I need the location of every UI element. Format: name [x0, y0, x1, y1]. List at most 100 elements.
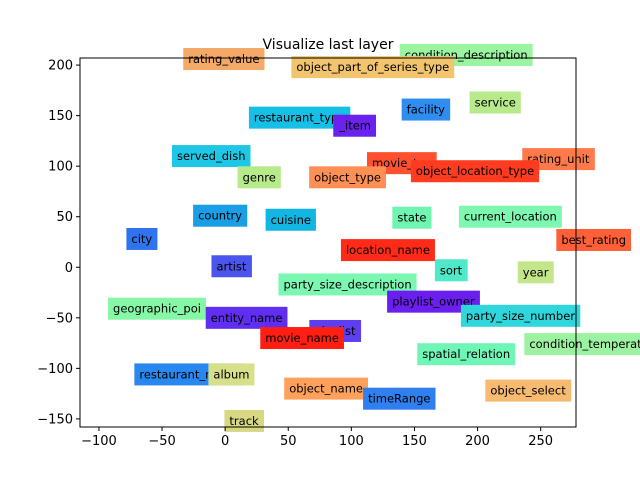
point-label-text: location_name: [346, 243, 430, 257]
point-label-text: spatial_relation: [422, 347, 510, 361]
point-label-text: genre: [243, 170, 276, 184]
point-label: entity_name: [205, 306, 288, 329]
point-label: geographic_poi: [108, 297, 206, 320]
point-label: rating_unit: [522, 148, 595, 171]
point-label: cuisine: [265, 208, 316, 231]
point-label-box: [392, 206, 432, 229]
point-label-text: rating_unit: [527, 152, 590, 166]
point-label: track: [224, 409, 265, 432]
point-label-box: [265, 208, 316, 231]
x-tick-label: −50: [148, 434, 175, 449]
x-tick-label: 0: [221, 434, 229, 449]
plot-frame: [79, 57, 577, 428]
point-label-text: service: [475, 95, 516, 109]
point-label: spatial_relation: [417, 343, 516, 366]
point-label: condition_temperature: [524, 333, 640, 356]
y-tick-label: −150: [37, 412, 73, 427]
point-label-text: album: [213, 367, 249, 381]
point-labels: rating_value condition_descriptionobject_…: [108, 43, 640, 432]
point-label-text: movie_name: [265, 331, 339, 345]
point-label-box: [208, 363, 255, 386]
point-label-text: facility: [407, 103, 446, 117]
point-label-text: entity_name: [211, 311, 283, 325]
x-tick-label: 150: [402, 434, 427, 449]
point-label-box: [460, 304, 581, 327]
point-label: album: [208, 363, 255, 386]
point-label-text: best_rating: [561, 233, 626, 247]
point-label-box: [387, 290, 480, 313]
point-label: city: [126, 227, 158, 250]
point-label-box: [248, 106, 351, 129]
point-label-box: [340, 239, 435, 262]
point-label: facility: [401, 98, 451, 121]
point-label-box: [517, 261, 554, 284]
point-label-box: [108, 297, 206, 320]
point-label-text: _item: [338, 119, 371, 133]
point-label: party_size_description: [278, 273, 417, 296]
point-label: object_select: [485, 379, 572, 402]
point-label: rating_value: [183, 48, 265, 71]
point-label: artist: [211, 255, 252, 278]
point-label-text: restaurant_type: [254, 111, 345, 125]
point-label: year: [517, 261, 554, 284]
point-label-text: current_location: [464, 210, 557, 224]
point-label-box: [434, 259, 468, 282]
point-label-text: object_type: [314, 170, 381, 184]
point-label: service: [469, 91, 521, 114]
point-label-box: [417, 343, 516, 366]
point-label-box: [556, 228, 632, 251]
point-label-box: [205, 306, 288, 329]
point-label-text: geographic_poi: [113, 302, 201, 316]
point-label-box: [522, 148, 595, 171]
point-label-text: object_name: [289, 382, 363, 396]
point-label-box: [363, 387, 436, 410]
y-tick-label: −50: [46, 311, 73, 326]
point-label-box: [401, 98, 451, 121]
point-label: restaurant_type: [248, 106, 351, 129]
point-label-box: [485, 379, 572, 402]
point-label: movie_name: [260, 327, 344, 350]
x-axis: −100 −50 0 50 100 150 200 250: [81, 427, 553, 449]
point-label: current_location: [458, 205, 562, 228]
point-label: _item: [333, 114, 377, 137]
point-label-box: [237, 166, 281, 189]
point-label-box: [458, 205, 562, 228]
point-label-text: state: [397, 211, 426, 225]
point-label-text: year: [523, 265, 549, 279]
x-tick-label: −100: [81, 434, 117, 449]
point-label: sort: [434, 259, 468, 282]
point-label: timeRange: [363, 387, 436, 410]
y-tick-label: 100: [48, 160, 73, 175]
point-label-text: timeRange: [368, 392, 430, 406]
point-label: location_name: [340, 239, 435, 262]
point-label-text: served_dish: [177, 149, 246, 163]
point-label-box: [291, 56, 455, 79]
point-label: object_name: [284, 377, 369, 400]
point-label-box: [278, 273, 417, 296]
y-tick-label: 0: [65, 261, 73, 276]
x-tick-label: 100: [339, 434, 364, 449]
point-label-text: condition_temperature: [529, 337, 640, 351]
point-label: served_dish: [171, 145, 251, 168]
point-label-box: [211, 255, 252, 278]
point-label: country: [193, 204, 248, 227]
point-label-text: party_size_description: [283, 277, 411, 291]
point-label-box: [469, 91, 521, 114]
point-label-box: [524, 333, 640, 356]
point-label: object_location_type: [410, 160, 540, 183]
point-label-text: cuisine: [271, 213, 311, 227]
point-label-text: rating_value: [188, 52, 259, 66]
y-tick-label: 50: [56, 210, 73, 225]
point-label-text: object_part_of_series_type: [296, 60, 449, 74]
y-tick-label: 200: [48, 59, 73, 74]
point-label: genre: [237, 166, 281, 189]
point-label-text: object_select: [490, 384, 566, 398]
point-label-box: [309, 166, 387, 189]
y-tick-label: −100: [37, 362, 73, 377]
point-label-text: playlist_owner: [392, 295, 475, 309]
point-label: best_rating: [556, 228, 632, 251]
point-label: party_size_number: [460, 304, 581, 327]
y-axis: −150 −100 −50 0 50 100 150 200: [37, 59, 80, 427]
point-label-text: sort: [440, 263, 463, 277]
